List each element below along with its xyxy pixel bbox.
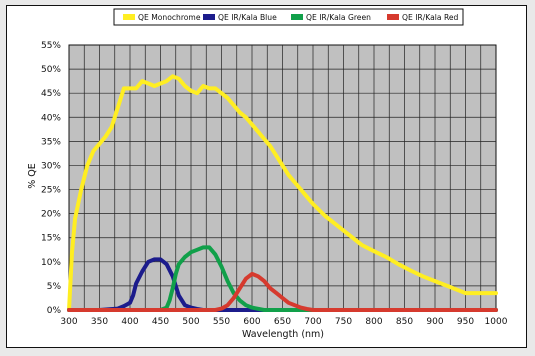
y-axis-label: % QE <box>27 163 38 189</box>
y-tick-label: 40% <box>41 113 61 123</box>
series-line <box>67 245 498 312</box>
y-tick-label: 20% <box>41 210 61 220</box>
legend-swatch <box>387 14 399 20</box>
x-tick-label: 850 <box>396 317 413 327</box>
legend-box <box>113 8 464 26</box>
x-tick-label: 350 <box>91 317 108 327</box>
legend-label: QE IR/Kala Green <box>306 13 371 22</box>
x-tick-label: 1000 <box>485 317 508 327</box>
x-tick-label: 700 <box>304 317 321 327</box>
x-tick-label: 400 <box>121 317 138 327</box>
legend: QE Monochrome QE IR/Kala Blue QE IR/Kala G… <box>113 8 464 26</box>
x-tick-label: 550 <box>213 317 230 327</box>
y-tick-label: 35% <box>41 137 61 147</box>
x-tick-label: 800 <box>365 317 382 327</box>
legend-swatch <box>123 14 135 20</box>
y-tick-label: 25% <box>41 186 61 196</box>
series-line <box>67 271 498 312</box>
x-tick-label: 950 <box>457 317 474 327</box>
x-tick-label: 750 <box>335 317 352 327</box>
x-axis-label: Wavelength (nm) <box>242 329 324 340</box>
legend-swatch <box>291 14 303 20</box>
x-tick-label: 650 <box>274 317 291 327</box>
y-tick-label: 45% <box>41 89 61 99</box>
x-tick-label: 500 <box>182 317 199 327</box>
x-tick-label: 300 <box>60 317 77 327</box>
legend-label: QE IR/Kala Red <box>402 13 459 22</box>
plot-area: 300 350 400 450 500 550 600 650 700 750 800 850 900 9… <box>41 41 508 327</box>
x-tick-label: 600 <box>243 317 260 327</box>
x-tick-label: 450 <box>152 317 169 327</box>
legend-swatch <box>203 14 215 20</box>
y-tick-label: 30% <box>41 161 61 171</box>
y-tick-label: 15% <box>41 234 61 244</box>
x-tick-label: 900 <box>426 317 443 327</box>
legend-label: QE IR/Kala Blue <box>218 13 277 22</box>
y-tick-label: 55% <box>41 41 61 51</box>
legend-label: QE Monochrome <box>138 13 201 22</box>
y-tick-label: 5% <box>47 282 62 292</box>
series-line <box>67 74 498 312</box>
y-tick-label: 50% <box>41 65 61 75</box>
y-tick-label: 0% <box>47 306 62 316</box>
y-tick-label: 10% <box>41 258 61 268</box>
